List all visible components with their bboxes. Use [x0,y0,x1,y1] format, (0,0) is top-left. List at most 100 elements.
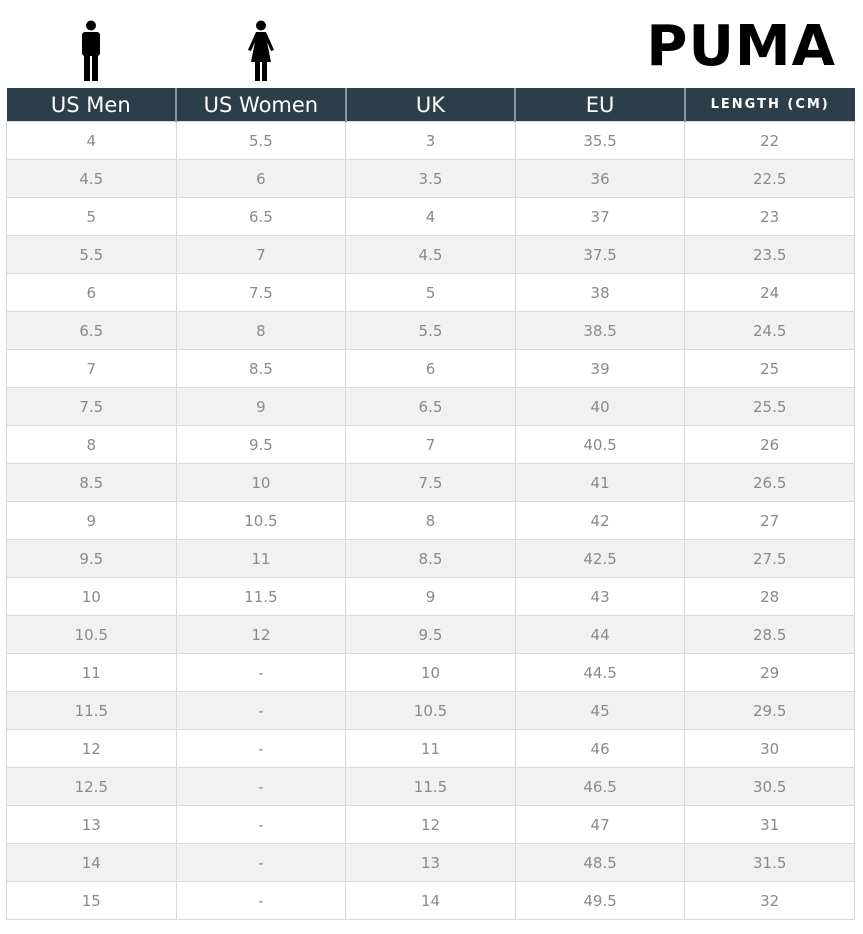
cell-us-women: - [175,729,347,768]
cell-us-women: - [175,691,347,730]
cell-length: 24 [684,273,855,312]
man-icon [82,20,100,81]
table-row: 11.5-10.5 45 29.5 [6,691,855,730]
cell-eu: 36 [514,159,686,198]
cell-eu: 45 [514,691,686,730]
cell-eu: 44.5 [514,653,686,692]
cell-uk: 7.5 [345,463,516,502]
cell-eu: 46.5 [514,767,686,806]
cell-us-men: 10.5 [6,615,177,654]
table-row: 15-14 49.5 32 [6,881,855,920]
woman-icon [248,20,274,81]
cell-length: 29.5 [684,691,855,730]
cell-us-women: 12 [175,615,347,654]
cell-uk: 8 [345,501,516,540]
table-row: 14-13 48.5 31.5 [6,843,855,882]
cell-length: 29 [684,653,855,692]
cell-length: 26 [684,425,855,464]
cell-length: 27 [684,501,855,540]
cell-eu: 37 [514,197,686,236]
table-row: 10 11.5 9 43 28 [6,577,855,616]
table-row: 12-11 46 30 [6,729,855,768]
cell-eu: 39 [514,349,686,388]
cell-us-women: 7.5 [175,273,347,312]
table-row: 4.5 6 3.5 36 22.5 [6,159,855,198]
cell-us-women: 7 [175,235,347,274]
cell-eu: 48.5 [514,843,686,882]
header-row: US Men US Women UK EU LENGTH (CM) [6,88,855,122]
table-row: 11-10 44.5 29 [6,653,855,692]
cell-eu: 38 [514,273,686,312]
table-row: 10.5 12 9.5 44 28.5 [6,615,855,654]
cell-us-men: 9.5 [6,539,177,578]
cell-length: 24.5 [684,311,855,350]
cell-uk: 14 [345,881,516,920]
cell-length: 23.5 [684,235,855,274]
cell-us-men: 5.5 [6,235,177,274]
cell-length: 32 [684,881,855,920]
cell-length: 23 [684,197,855,236]
cell-us-women: 5.5 [175,121,347,160]
cell-length: 26.5 [684,463,855,502]
cell-uk: 13 [345,843,516,882]
cell-uk: 4.5 [345,235,516,274]
cell-us-men: 5 [6,197,177,236]
cell-us-men: 7.5 [6,387,177,426]
cell-length: 28.5 [684,615,855,654]
cell-us-women: 8 [175,311,347,350]
cell-uk: 3 [345,121,516,160]
cell-eu: 41 [514,463,686,502]
cell-us-men: 6 [6,273,177,312]
cell-us-women: 10.5 [175,501,347,540]
cell-us-women: 8.5 [175,349,347,388]
cell-us-men: 6.5 [6,311,177,350]
cell-eu: 46 [514,729,686,768]
table-row: 7 8.5 6 39 25 [6,349,855,388]
cell-length: 25.5 [684,387,855,426]
cell-length: 22.5 [684,159,855,198]
cell-eu: 35.5 [514,121,686,160]
cell-us-men: 11 [6,653,177,692]
cell-eu: 40 [514,387,686,426]
cell-us-women: 11 [175,539,347,578]
table-row: 8.5 10 7.5 41 26.5 [6,463,855,502]
cell-us-men: 10 [6,577,177,616]
cell-length: 22 [684,121,855,160]
cell-eu: 47 [514,805,686,844]
cell-us-women: - [175,767,347,806]
table-row: 4 5.5 3 35.5 22 [6,121,855,160]
cell-us-men: 9 [6,501,177,540]
header-us-men: US Men [6,88,177,122]
cell-uk: 3.5 [345,159,516,198]
cell-us-men: 12.5 [6,767,177,806]
cell-us-men: 12 [6,729,177,768]
size-chart-table: US Men US Women UK EU LENGTH (CM) 4 5.5 3 3… [6,88,855,920]
cell-eu: 42 [514,501,686,540]
cell-us-women: - [175,881,347,920]
cell-uk: 6.5 [345,387,516,426]
table-row: 6.5 8 5.5 38.5 24.5 [6,311,855,350]
cell-us-women: 6 [175,159,347,198]
cell-uk: 12 [345,805,516,844]
cell-us-men: 8.5 [6,463,177,502]
cell-us-women: - [175,843,347,882]
header-eu: EU [514,88,685,122]
cell-us-men: 14 [6,843,177,882]
table-row: 9 10.5 8 42 27 [6,501,855,540]
cell-uk: 6 [345,349,516,388]
header-us-women: US Women [175,88,346,122]
cell-us-men: 8 [6,425,177,464]
cell-uk: 10 [345,653,516,692]
cell-us-women: 11.5 [175,577,347,616]
cell-us-women: - [175,653,347,692]
cell-uk: 11 [345,729,516,768]
cell-eu: 42.5 [514,539,686,578]
cell-eu: 40.5 [514,425,686,464]
table-row: 5 6.5 4 37 23 [6,197,855,236]
cell-uk: 4 [345,197,516,236]
cell-us-men: 4 [6,121,177,160]
header-uk: UK [344,88,516,122]
cell-uk: 5.5 [345,311,516,350]
cell-uk: 11.5 [345,767,516,806]
cell-length: 25 [684,349,855,388]
